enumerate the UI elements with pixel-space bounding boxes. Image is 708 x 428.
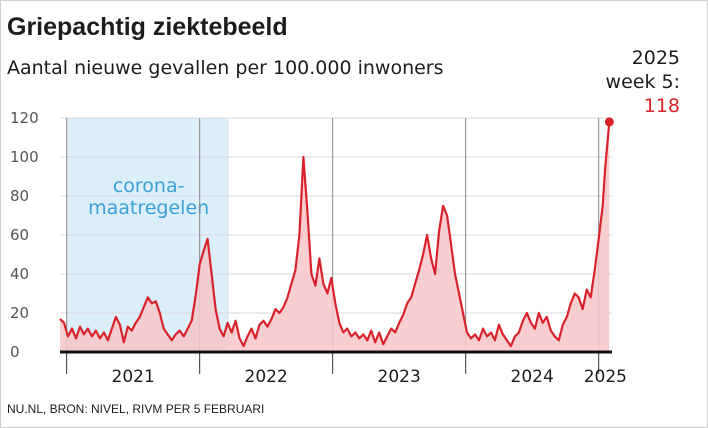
callout-value: 118 bbox=[643, 95, 680, 117]
chart-title: Griepachtig ziektebeeld bbox=[7, 13, 288, 41]
corona-label-line1: corona- bbox=[113, 175, 185, 197]
callout-year: 2025 bbox=[631, 47, 680, 69]
y-tick-label: 100 bbox=[10, 148, 39, 166]
series-line bbox=[59, 121, 611, 348]
x-year-label: 2022 bbox=[245, 367, 288, 387]
source-note: NU.NL, BRON: NIVEL, RIVM PER 5 FEBRUARI bbox=[7, 402, 265, 416]
latest-point-marker bbox=[604, 117, 614, 127]
callout-week: week 5: bbox=[605, 71, 680, 93]
y-tick-label: 20 bbox=[10, 304, 29, 322]
latest-value-callout: 2025 week 5: 118 bbox=[606, 46, 680, 118]
corona-label-line2: maatregelen bbox=[88, 197, 209, 219]
x-year-label: 2021 bbox=[112, 367, 155, 387]
y-tick-label: 40 bbox=[10, 265, 29, 283]
y-tick-label: 120 bbox=[10, 109, 39, 127]
x-year-label: 2023 bbox=[378, 367, 421, 387]
series-area bbox=[60, 121, 610, 353]
x-year-label: 2025 bbox=[584, 367, 627, 387]
y-tick-label: 80 bbox=[10, 187, 29, 205]
chart-subtitle: Aantal nieuwe gevallen per 100.000 inwon… bbox=[7, 57, 444, 79]
chart-plot: corona-maatregelen 0 20 40 60 80 100 120 2021 2… bbox=[10, 109, 627, 387]
y-tick-label: 60 bbox=[10, 226, 29, 244]
y-tick-label: 0 bbox=[10, 343, 20, 361]
x-year-label: 2024 bbox=[511, 367, 554, 387]
